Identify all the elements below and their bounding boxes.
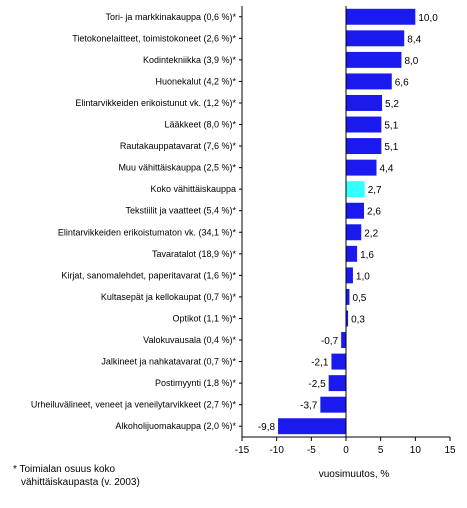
footnote: * Toimialan osuus koko vähittäiskaupasta… bbox=[13, 463, 140, 489]
category-label: Optikot (1,1 %)* bbox=[172, 313, 236, 323]
category-label: Urheiluvälineet, veneet ja veneilytarvik… bbox=[31, 400, 237, 410]
category-label: Elintarvikkeiden erikoistunut vk. (1,2 %… bbox=[75, 98, 236, 108]
value-label: 1,0 bbox=[356, 271, 370, 282]
bar bbox=[346, 116, 382, 133]
bar bbox=[331, 353, 346, 370]
bar bbox=[346, 288, 350, 305]
value-label: -3,7 bbox=[300, 401, 318, 412]
category-label: Lääkkeet (8,0 %)* bbox=[164, 120, 236, 130]
category-label: Kultasepät ja kellokaupat (0,7 %)* bbox=[101, 292, 237, 302]
category-label: Tekstiilit ja vaatteet (5,4 %)* bbox=[125, 206, 236, 216]
category-label: Huonekalut (4,2 %)* bbox=[155, 76, 236, 86]
x-tick-label: -10 bbox=[269, 445, 284, 456]
category-label: Kirjat, sanomalehdet, paperitavarat (1,6… bbox=[61, 270, 236, 280]
category-label: Valokuvausala (0,4 %)* bbox=[143, 335, 236, 345]
category-label: Postimyynti (1,8 %)* bbox=[155, 378, 237, 388]
x-tick-label: 15 bbox=[444, 445, 456, 456]
category-label: Tavaratalot (18,9 %)* bbox=[152, 249, 237, 259]
footnote-line-1: * Toimialan osuus koko bbox=[13, 464, 116, 475]
bar bbox=[328, 375, 346, 392]
value-label: -2,5 bbox=[308, 379, 326, 390]
value-label: 6,6 bbox=[395, 77, 409, 88]
bar bbox=[346, 245, 358, 262]
bar bbox=[346, 138, 382, 155]
axes: -15 -10 -5 0 5 10 15 bbox=[235, 6, 456, 456]
value-label: 0,5 bbox=[352, 293, 366, 304]
category-label: Alkoholijuomakauppa (2,0 %)* bbox=[115, 421, 236, 431]
x-tick-label: 0 bbox=[343, 445, 349, 456]
bar bbox=[346, 202, 365, 219]
value-label: 5,1 bbox=[384, 142, 398, 153]
category-label: Tori- ja markkinakauppa (0,6 %)* bbox=[105, 12, 236, 22]
category-label: Kodintekniikka (3,9 %)* bbox=[143, 55, 237, 65]
value-label: 0,3 bbox=[351, 314, 365, 325]
bar bbox=[346, 30, 405, 47]
x-tick-label: 10 bbox=[410, 445, 422, 456]
bar bbox=[346, 181, 365, 198]
bars-group bbox=[278, 8, 416, 435]
value-label: 4,4 bbox=[380, 164, 394, 175]
value-label: 10,0 bbox=[418, 13, 438, 24]
category-label: Muu vähittäiskauppa (2,5 %)* bbox=[118, 163, 236, 173]
x-axis-title: vuosimuutos, % bbox=[319, 469, 390, 480]
bar bbox=[346, 73, 392, 90]
category-label: Elintarvikkeiden erikoistumaton vk. (34,… bbox=[58, 227, 237, 237]
bar bbox=[346, 51, 402, 68]
bar bbox=[346, 95, 383, 111]
bar bbox=[341, 332, 346, 348]
x-tick-label: -15 bbox=[235, 445, 250, 456]
bar bbox=[346, 159, 377, 176]
bar bbox=[346, 267, 353, 284]
value-label: 8,4 bbox=[407, 34, 421, 45]
category-labels: Tori- ja markkinakauppa (0,6 %)* Tietokon… bbox=[31, 12, 237, 431]
value-label: 2,7 bbox=[368, 185, 382, 196]
value-label: 5,2 bbox=[385, 99, 399, 110]
category-label: Koko vähittäiskauppa bbox=[150, 184, 236, 194]
value-label: 8,0 bbox=[404, 56, 418, 67]
value-label: 2,6 bbox=[367, 207, 381, 218]
x-tick-label: -5 bbox=[307, 445, 316, 456]
value-label: -2,1 bbox=[311, 358, 329, 369]
value-label: 5,1 bbox=[384, 121, 398, 132]
category-label: Tietokonelaitteet, toimistokoneet (2,6 %… bbox=[72, 33, 236, 43]
bar bbox=[346, 224, 362, 241]
x-tick-label: 5 bbox=[378, 445, 384, 456]
bar bbox=[346, 8, 416, 25]
value-label: 1,6 bbox=[360, 250, 374, 261]
bar bbox=[278, 418, 346, 435]
value-label: -9,8 bbox=[258, 422, 276, 433]
value-label: -0,7 bbox=[321, 336, 339, 347]
category-label: Rautakauppatavarat (7,6 %)* bbox=[120, 141, 237, 151]
bar bbox=[346, 310, 349, 327]
value-labels: 10,0 8,4 8,0 6,6 5,2 5,1 5,1 4,4 2,7 2,6 2,2 1,6 1,0… bbox=[258, 13, 438, 433]
footnote-line-2: vähittäiskaupasta (v. 2003) bbox=[21, 477, 140, 488]
value-label: 2,2 bbox=[364, 228, 378, 239]
category-label: Jalkineet ja nahkatavarat (0,7 %)* bbox=[101, 357, 236, 367]
bar bbox=[320, 396, 346, 413]
